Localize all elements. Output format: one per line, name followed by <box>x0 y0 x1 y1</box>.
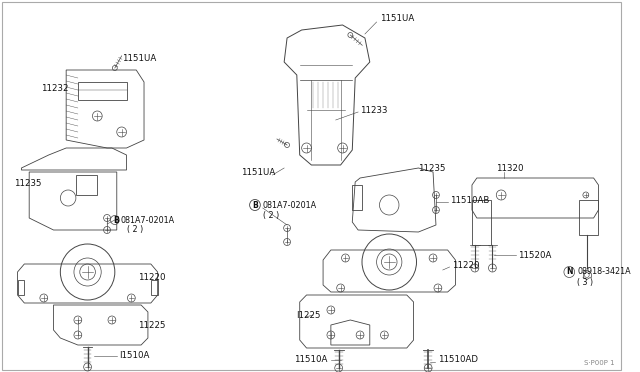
Text: ( 3 ): ( 3 ) <box>577 278 593 286</box>
Text: 11235: 11235 <box>419 164 446 173</box>
Text: 1151UA: 1151UA <box>380 13 414 22</box>
Text: B: B <box>252 201 258 209</box>
Text: I1225: I1225 <box>296 311 321 320</box>
Text: 11233: 11233 <box>360 106 388 115</box>
Text: B: B <box>113 215 118 224</box>
Text: 1151UA: 1151UA <box>122 54 156 62</box>
Text: 11220: 11220 <box>138 273 166 282</box>
Text: 081A7-0201A: 081A7-0201A <box>121 215 175 224</box>
Text: 11235: 11235 <box>13 179 41 187</box>
Text: 11520A: 11520A <box>518 250 551 260</box>
Text: 11225: 11225 <box>138 321 166 330</box>
Text: I1510A: I1510A <box>119 352 149 360</box>
Text: 08918-3421A: 08918-3421A <box>577 267 630 276</box>
Text: 11220: 11220 <box>452 260 479 269</box>
Text: 11232: 11232 <box>41 83 68 93</box>
Text: 11510AD: 11510AD <box>438 356 478 365</box>
Text: 11510A: 11510A <box>294 356 327 365</box>
Text: ( 2 ): ( 2 ) <box>127 224 143 234</box>
Text: S·P00P 1: S·P00P 1 <box>584 360 615 366</box>
Text: ( 2 ): ( 2 ) <box>263 211 279 219</box>
Text: 11510AB: 11510AB <box>449 196 489 205</box>
Text: N: N <box>566 267 573 276</box>
Text: 081A7-0201A: 081A7-0201A <box>263 201 317 209</box>
Text: 11320: 11320 <box>496 164 524 173</box>
Text: 1151UA: 1151UA <box>241 167 276 176</box>
